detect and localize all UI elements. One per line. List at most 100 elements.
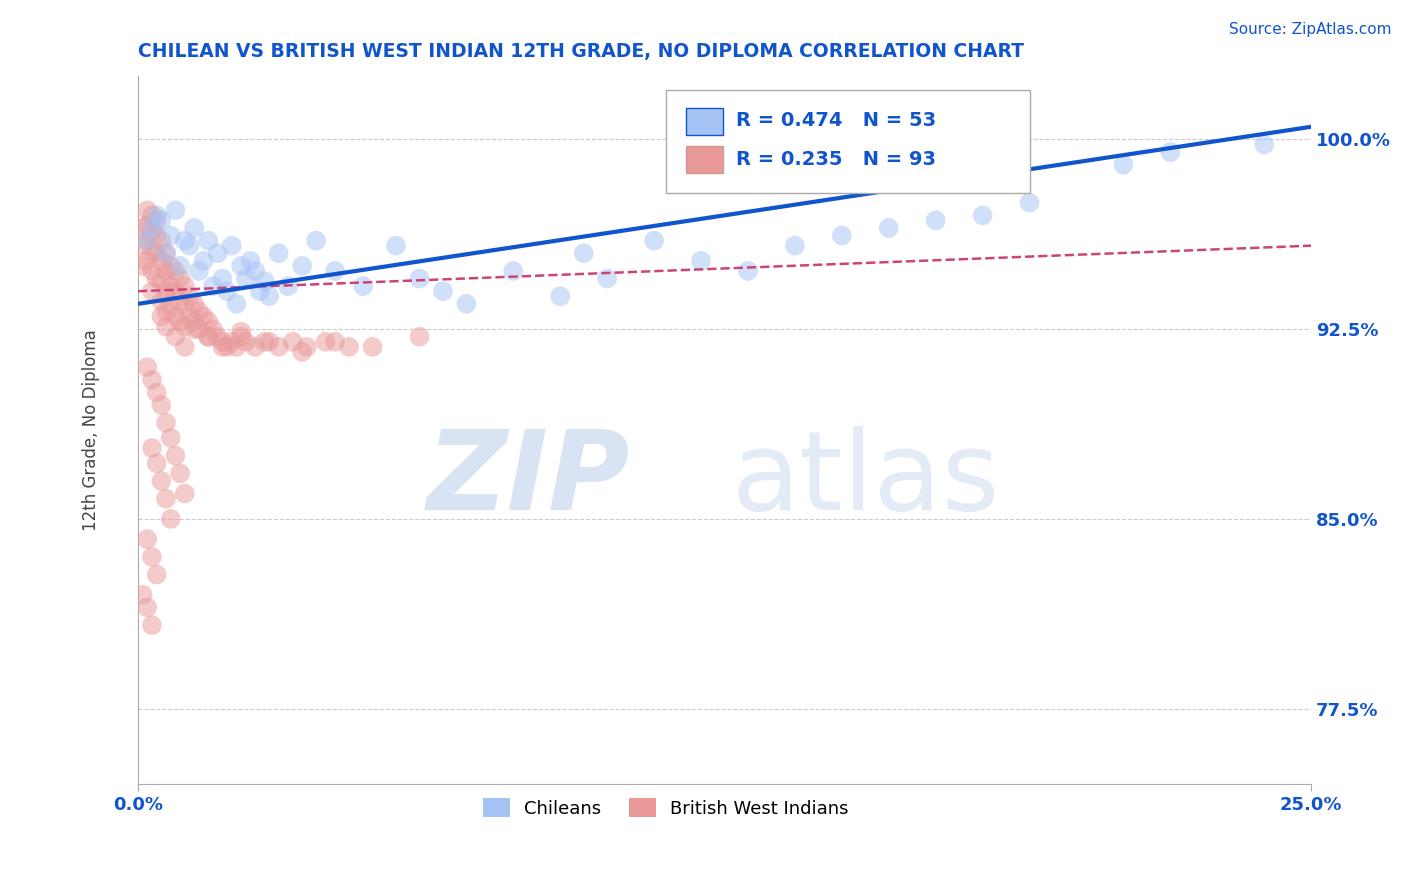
Point (267, 246, 290, 260)
Point (221, 238, 243, 252)
Point (150, 474, 173, 488)
Point (159, 228, 181, 243)
Point (215, 340, 238, 354)
Point (502, 264, 524, 278)
Point (925, 213, 948, 227)
Text: 12th Grade, No Diploma: 12th Grade, No Diploma (82, 329, 100, 532)
Point (245, 340, 267, 354)
Point (173, 234, 195, 248)
Point (179, 289, 201, 303)
Point (235, 334, 257, 349)
Text: R = 0.235   N = 93: R = 0.235 N = 93 (737, 150, 936, 169)
Point (150, 310, 173, 324)
Text: ZIP: ZIP (427, 426, 631, 533)
Point (141, 264, 163, 278)
Point (136, 203, 159, 218)
Point (141, 208, 163, 222)
Point (169, 314, 191, 328)
Point (169, 271, 191, 285)
Point (179, 238, 201, 252)
Point (295, 340, 318, 354)
Text: atlas: atlas (731, 426, 1000, 533)
Point (201, 279, 224, 293)
Point (211, 271, 233, 285)
Point (596, 271, 619, 285)
Point (141, 244, 163, 258)
Point (456, 297, 478, 311)
Point (150, 234, 173, 248)
Point (150, 253, 173, 268)
Point (155, 304, 177, 318)
Point (173, 340, 195, 354)
Point (187, 322, 209, 336)
Point (690, 253, 713, 268)
Point (548, 289, 571, 303)
Point (136, 600, 159, 615)
Point (211, 334, 233, 349)
Point (197, 234, 219, 248)
Point (643, 234, 665, 248)
Point (877, 221, 900, 235)
Point (136, 234, 159, 248)
Point (169, 259, 191, 273)
Point (141, 441, 163, 455)
Point (259, 334, 281, 349)
Point (150, 294, 173, 309)
Point (136, 253, 159, 268)
Point (1018, 195, 1040, 210)
Point (249, 284, 271, 298)
Point (183, 297, 205, 311)
Point (179, 310, 201, 324)
Point (352, 279, 374, 293)
Point (150, 274, 173, 288)
Point (145, 213, 167, 227)
Point (159, 431, 181, 445)
Point (183, 221, 205, 235)
Point (141, 618, 163, 632)
Point (155, 284, 177, 298)
Point (141, 373, 163, 387)
Point (187, 264, 209, 278)
Point (183, 322, 205, 336)
Point (215, 284, 238, 298)
Point (201, 322, 224, 336)
Point (145, 246, 167, 260)
Point (193, 310, 215, 324)
Point (225, 340, 247, 354)
Point (211, 340, 233, 354)
Point (136, 234, 159, 248)
Point (159, 512, 181, 526)
Point (145, 228, 167, 243)
Point (141, 223, 163, 237)
Legend: Chileans, British West Indians: Chileans, British West Indians (475, 791, 856, 825)
Text: Source: ZipAtlas.com: Source: ZipAtlas.com (1229, 22, 1392, 37)
Point (1159, 145, 1181, 159)
Point (155, 491, 177, 506)
Point (145, 567, 167, 582)
Point (361, 340, 384, 354)
Point (165, 203, 187, 218)
Point (259, 289, 281, 303)
Point (337, 340, 360, 354)
Point (155, 246, 177, 260)
Point (783, 238, 806, 252)
FancyBboxPatch shape (686, 146, 723, 173)
Point (155, 319, 177, 334)
Point (131, 259, 153, 273)
Point (572, 246, 595, 260)
Text: R = 0.474   N = 53: R = 0.474 N = 53 (737, 112, 936, 130)
Point (165, 264, 187, 278)
Point (207, 246, 229, 260)
Point (231, 259, 253, 273)
Point (145, 271, 167, 285)
Point (173, 279, 195, 293)
Point (972, 208, 994, 222)
Point (131, 588, 153, 602)
Point (169, 294, 191, 309)
Point (187, 304, 209, 318)
Point (253, 274, 276, 288)
Point (136, 532, 159, 546)
FancyBboxPatch shape (666, 90, 1029, 193)
Point (197, 314, 219, 328)
Point (231, 329, 253, 343)
